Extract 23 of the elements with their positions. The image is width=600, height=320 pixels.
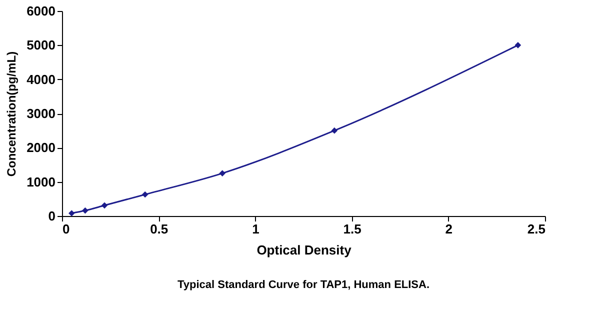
x-tick-label: 1.5 — [343, 222, 362, 236]
y-tick-label: 1000 — [26, 174, 56, 190]
x-tick-label: 2.5 — [527, 222, 546, 236]
point — [219, 170, 226, 176]
point — [68, 210, 75, 216]
y-axis-title: Concentration(pg/mL) — [4, 51, 19, 177]
y-tick-label: 0 — [48, 208, 56, 224]
y-tick-label: 2000 — [26, 140, 56, 156]
point — [82, 207, 88, 214]
x-axis-title: Optical Density — [256, 242, 352, 258]
y-tick-label: 3000 — [26, 106, 56, 121]
text: Typical Standard Curve for TAP1, Human ELISA. — [177, 279, 430, 291]
x-tick-label: 0.5 — [150, 222, 168, 236]
y-tick-label: 5000 — [26, 38, 56, 53]
y-tick-label: 6000 — [26, 4, 56, 18]
point — [331, 127, 338, 134]
point — [142, 191, 148, 198]
x-tick-label: 0 — [62, 222, 70, 236]
x-tick-label: 1 — [252, 222, 260, 236]
x-tick-label: 2 — [445, 222, 453, 236]
point — [514, 42, 522, 48]
y-tick-label: 4000 — [26, 72, 56, 87]
point — [101, 202, 108, 209]
